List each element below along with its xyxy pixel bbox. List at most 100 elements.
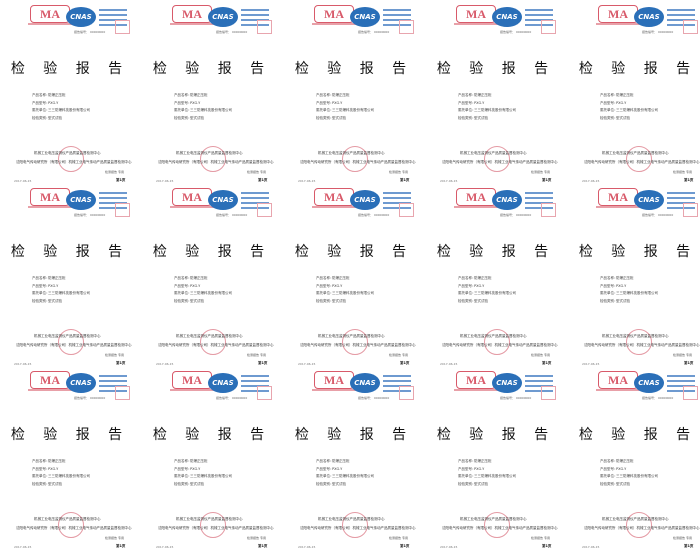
report-number: 报告编号： 00000000: [642, 396, 674, 400]
report-number: 报告编号： 00000000: [74, 396, 106, 400]
issuing-center-line-2: 沈阳电气传动研究所（有限公司）机械工业电气传动产品质量监督检测中心: [16, 526, 132, 530]
seal-stamp-icon: [342, 146, 368, 172]
field-value: 三三防爆科技股份有限公司: [332, 291, 374, 295]
field-value: PXG-Y: [190, 100, 201, 105]
report-title: 检 验 报 告: [578, 427, 698, 443]
report-thumbnail[interactable]: MA CNAS 报告编号： 00000000 检 验 报 告 产品名称：防爆正压…: [284, 366, 424, 549]
field-client: 委托单位：三三防爆科技股份有限公司: [316, 474, 374, 482]
field-label: 产品名称：: [316, 276, 334, 280]
field-label: 产品型号：: [316, 100, 334, 105]
seal-stamp-icon: [58, 512, 84, 538]
field-value: PXG-Y: [332, 283, 343, 288]
report-thumbnail[interactable]: MA CNAS 报告编号： 00000000 检 验 报 告 产品名称：防爆正压…: [0, 366, 140, 549]
page-number: 第1页: [400, 544, 410, 548]
field-label: 委托单位：: [600, 108, 618, 112]
report-thumbnail[interactable]: MA CNAS 报告编号： 00000000 检 验 报 告 产品名称：防爆正压…: [426, 366, 566, 549]
report-number: 报告编号： 00000000: [216, 213, 248, 217]
field-product-model: 产品型号：PXG-Y: [600, 284, 658, 292]
report-number: 报告编号： 00000000: [216, 396, 248, 400]
report-thumbnail[interactable]: MA CNAS 报告编号： 00000000 检 验 报 告 产品名称：防爆正压…: [284, 0, 424, 183]
field-value: 防爆正压柜: [474, 276, 492, 280]
report-fields: 产品名称：防爆正压柜 产品型号：PXG-Y 委托单位：三三防爆科技股份有限公司 …: [32, 276, 90, 306]
cnas-caption: [525, 375, 553, 395]
report-fields: 产品名称：防爆正压柜 产品型号：PXG-Y 委托单位：三三防爆科技股份有限公司 …: [600, 459, 658, 489]
field-client: 委托单位：三三防爆科技股份有限公司: [174, 291, 232, 299]
ma-logo-caption: [170, 389, 214, 391]
issuing-center-line-1: 机械工业电压监测仪产品质量监督检测中心: [176, 334, 243, 338]
field-label: 产品型号：: [458, 283, 476, 288]
cnas-caption: [667, 9, 695, 29]
field-product-name: 产品名称：防爆正压柜: [600, 276, 658, 284]
report-number: 报告编号： 00000000: [642, 30, 674, 34]
issuer-label: 检测报告 专用: [673, 170, 692, 174]
field-product-model: 产品型号：PXG-Y: [458, 101, 516, 109]
field-label: 产品名称：: [174, 93, 192, 97]
issuing-center-line-1: 机械工业电压监测仪产品质量监督检测中心: [34, 151, 101, 155]
report-fields: 产品名称：防爆正压柜 产品型号：PXG-Y 委托单位：三三防爆科技股份有限公司 …: [174, 459, 232, 489]
cnas-logo: CNAS: [492, 7, 522, 27]
field-label: 检验类别：: [600, 298, 618, 303]
issuing-center-line-1: 机械工业电压监测仪产品质量监督检测中心: [318, 334, 385, 338]
field-label: 产品型号：: [316, 283, 334, 288]
field-label: 检验类别：: [600, 115, 618, 120]
field-value: 防爆正压柜: [190, 276, 208, 280]
issuing-center-line-2: 沈阳电气传动研究所（有限公司）机械工业电气传动产品质量监督检测中心: [300, 160, 416, 164]
field-value: 型式试验: [332, 481, 346, 486]
cnas-logo: CNAS: [492, 373, 522, 393]
field-label: 产品名称：: [600, 459, 618, 463]
cnas-caption: [525, 9, 553, 29]
report-thumbnail[interactable]: MA CNAS 报告编号： 00000000 检 验 报 告 产品名称：防爆正压…: [426, 0, 566, 183]
report-thumbnail[interactable]: MA CNAS 报告编号： 00000000 检 验 报 告 产品名称：防爆正压…: [0, 183, 140, 366]
field-value: 型式试验: [616, 298, 630, 303]
report-number: 报告编号： 00000000: [358, 396, 390, 400]
field-label: 检验类别：: [32, 115, 50, 120]
field-value: 型式试验: [474, 115, 488, 120]
field-value: 型式试验: [190, 298, 204, 303]
field-label: 委托单位：: [32, 291, 50, 295]
field-product-name: 产品名称：防爆正压柜: [458, 93, 516, 101]
report-title: 检 验 报 告: [294, 61, 414, 77]
field-label: 产品型号：: [32, 466, 50, 471]
cnas-caption: [99, 192, 127, 212]
issue-date: 2017-06-15: [440, 179, 458, 183]
seal-stamp-icon: [484, 329, 510, 355]
issuing-center-line-2: 沈阳电气传动研究所（有限公司）机械工业电气传动产品质量监督检测中心: [16, 343, 132, 347]
field-value: 三三防爆科技股份有限公司: [332, 108, 374, 112]
report-number: 报告编号： 00000000: [358, 30, 390, 34]
field-label: 产品型号：: [174, 466, 192, 471]
cnas-caption: [667, 192, 695, 212]
issuer-label: 检测报告 专用: [531, 536, 550, 540]
field-product-model: 产品型号：PXG-Y: [32, 467, 90, 475]
cnas-caption: [241, 192, 269, 212]
report-thumbnail[interactable]: MA CNAS 报告编号： 00000000 检 验 报 告 产品名称：防爆正压…: [284, 183, 424, 366]
field-value: 型式试验: [48, 115, 62, 120]
ma-logo: MA: [30, 188, 70, 206]
report-thumbnail[interactable]: MA CNAS 报告编号： 00000000 检 验 报 告 产品名称：防爆正压…: [142, 183, 282, 366]
report-thumbnail[interactable]: MA CNAS 报告编号： 00000000 检 验 报 告 产品名称：防爆正压…: [568, 183, 700, 366]
report-title: 检 验 报 告: [578, 244, 698, 260]
field-label: 检验类别：: [32, 298, 50, 303]
report-thumbnail[interactable]: MA CNAS 报告编号： 00000000 检 验 报 告 产品名称：防爆正压…: [568, 0, 700, 183]
seal-stamp-icon: [200, 146, 226, 172]
issuing-center-line-1: 机械工业电压监测仪产品质量监督检测中心: [318, 151, 385, 155]
report-thumbnail[interactable]: MA CNAS 报告编号： 00000000 检 验 报 告 产品名称：防爆正压…: [142, 366, 282, 549]
report-thumbnail[interactable]: MA CNAS 报告编号： 00000000 检 验 报 告 产品名称：防爆正压…: [568, 366, 700, 549]
cnas-logo: CNAS: [634, 373, 664, 393]
seal-stamp-icon: [58, 329, 84, 355]
report-thumbnail[interactable]: MA CNAS 报告编号： 00000000 检 验 报 告 产品名称：防爆正压…: [0, 0, 140, 183]
issuing-center-line-1: 机械工业电压监测仪产品质量监督检测中心: [602, 151, 669, 155]
report-thumbnail[interactable]: MA CNAS 报告编号： 00000000 检 验 报 告 产品名称：防爆正压…: [142, 0, 282, 183]
issue-date: 2017-06-15: [440, 362, 458, 366]
ma-logo-caption: [454, 206, 498, 208]
field-value: 三三防爆科技股份有限公司: [48, 108, 90, 112]
field-client: 委托单位：三三防爆科技股份有限公司: [32, 474, 90, 482]
page-number: 第1页: [258, 544, 268, 548]
field-value: PXG-Y: [616, 466, 627, 471]
cnas-logo: CNAS: [634, 190, 664, 210]
issue-date: 2017-06-15: [156, 362, 174, 366]
ma-logo: MA: [30, 5, 70, 23]
field-value: 防爆正压柜: [332, 93, 350, 97]
field-value: PXG-Y: [48, 100, 59, 105]
page-number: 第1页: [258, 178, 268, 182]
report-thumbnail[interactable]: MA CNAS 报告编号： 00000000 检 验 报 告 产品名称：防爆正压…: [426, 183, 566, 366]
